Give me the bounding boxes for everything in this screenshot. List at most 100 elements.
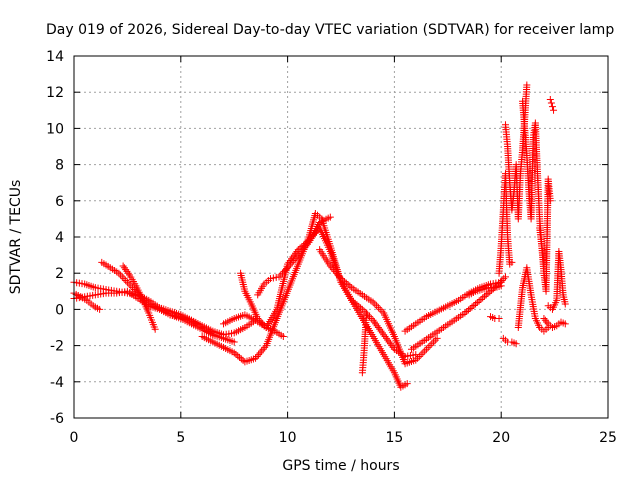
y-tick-label: 2 xyxy=(55,266,64,282)
data-point xyxy=(373,302,381,310)
data-point xyxy=(275,273,283,281)
data-point xyxy=(294,251,302,259)
data-point xyxy=(374,324,382,331)
data-point xyxy=(120,264,128,272)
data-point xyxy=(355,302,363,310)
data-point xyxy=(123,278,131,286)
data-point xyxy=(376,325,384,333)
data-point xyxy=(477,295,485,303)
series-track-c xyxy=(70,289,104,313)
data-point xyxy=(334,271,342,279)
data-point xyxy=(382,334,390,342)
data-point xyxy=(365,313,373,321)
data-point xyxy=(424,343,432,351)
series-track-l xyxy=(401,278,505,335)
data-point xyxy=(96,305,104,313)
data-point xyxy=(232,350,240,358)
data-point xyxy=(384,336,392,344)
y-tick-label: -4 xyxy=(50,375,64,391)
data-point xyxy=(284,264,292,272)
data-point xyxy=(293,253,301,261)
data-point xyxy=(279,333,287,341)
data-point xyxy=(349,298,357,306)
data-point xyxy=(371,300,379,308)
data-point xyxy=(561,320,569,328)
data-point xyxy=(331,267,339,275)
data-point xyxy=(561,300,569,308)
data-point xyxy=(123,267,131,275)
data-point xyxy=(285,262,293,270)
data-point xyxy=(299,246,307,254)
data-point xyxy=(501,273,509,281)
series-track-k xyxy=(358,309,371,377)
data-point xyxy=(377,327,385,335)
data-point xyxy=(464,306,472,314)
x-tick-label: 20 xyxy=(492,430,510,446)
data-point xyxy=(480,292,488,300)
data-point xyxy=(500,275,508,283)
y-tick-label: -6 xyxy=(50,411,64,427)
data-point xyxy=(466,304,474,312)
data-point xyxy=(430,338,438,346)
data-point xyxy=(252,354,260,362)
data-point xyxy=(346,282,354,290)
data-point xyxy=(259,345,267,353)
data-point xyxy=(479,294,487,302)
data-point xyxy=(419,349,427,357)
data-point xyxy=(463,308,471,316)
data-point xyxy=(297,247,305,255)
data-point xyxy=(370,318,378,326)
data-point xyxy=(357,304,365,312)
series-track-x xyxy=(544,247,569,313)
data-point xyxy=(472,300,480,308)
data-point xyxy=(508,258,516,266)
data-point xyxy=(364,311,372,319)
data-point xyxy=(378,307,386,315)
data-point xyxy=(546,95,554,103)
data-point xyxy=(254,314,262,322)
data-point xyxy=(256,349,264,357)
data-point xyxy=(267,275,275,283)
data-point xyxy=(369,298,377,306)
data-point xyxy=(403,380,411,388)
data-point xyxy=(376,305,384,313)
series-track-w xyxy=(540,314,569,331)
data-point xyxy=(118,273,126,281)
series-track-j xyxy=(316,246,441,368)
y-axis-label: SDTVAR / TECUs xyxy=(8,180,24,295)
data-point xyxy=(381,333,389,341)
y-tick-label: 0 xyxy=(55,302,64,318)
series-track-v xyxy=(546,95,558,114)
data-point xyxy=(422,345,430,353)
data-point xyxy=(547,99,555,107)
data-point xyxy=(353,301,361,309)
data-point xyxy=(374,304,382,312)
data-point xyxy=(495,314,503,322)
data-point xyxy=(367,314,375,322)
data-point xyxy=(414,354,422,362)
y-tick-label: 12 xyxy=(46,85,64,101)
data-point xyxy=(120,275,128,283)
data-point xyxy=(236,353,244,361)
data-point xyxy=(497,282,505,290)
y-tick-label: -2 xyxy=(50,339,64,355)
data-point xyxy=(278,269,286,277)
x-tick-label: 5 xyxy=(176,430,185,446)
data-point xyxy=(512,340,520,348)
series-track-q xyxy=(499,334,520,348)
series-track-i xyxy=(254,213,334,299)
data-point xyxy=(269,274,277,282)
series-track-e xyxy=(119,262,159,333)
data-point xyxy=(303,240,311,248)
data-point xyxy=(230,349,238,357)
x-tick-label: 10 xyxy=(279,430,297,446)
data-point xyxy=(473,298,481,306)
data-point xyxy=(482,291,490,299)
y-tick-label: 8 xyxy=(55,158,64,174)
series-track-m xyxy=(407,273,509,353)
data-point xyxy=(329,266,337,274)
data-point xyxy=(328,264,336,272)
series-track-s xyxy=(519,97,548,268)
data-point xyxy=(341,278,349,286)
data-point xyxy=(230,338,238,346)
